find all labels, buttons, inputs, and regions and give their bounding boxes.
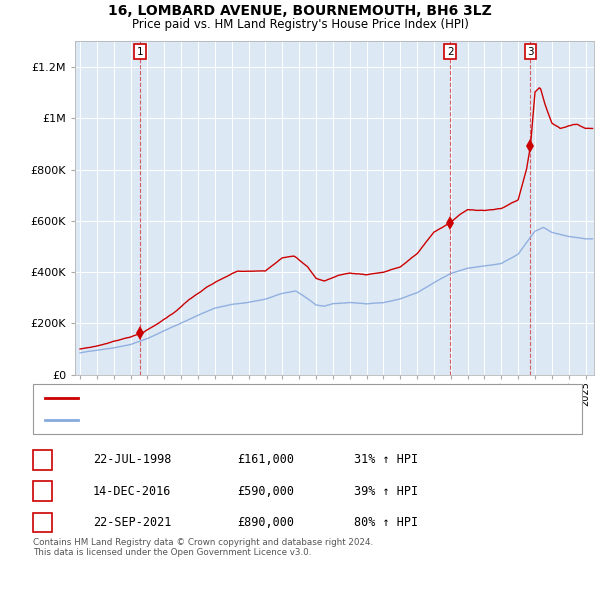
Text: £890,000: £890,000	[237, 516, 294, 529]
Text: 16, LOMBARD AVENUE, BOURNEMOUTH, BH6 3LZ (detached house): 16, LOMBARD AVENUE, BOURNEMOUTH, BH6 3LZ…	[85, 392, 456, 402]
Text: 2: 2	[38, 484, 47, 498]
Text: 39% ↑ HPI: 39% ↑ HPI	[354, 484, 418, 498]
Text: 1: 1	[38, 453, 47, 467]
Text: 22-JUL-1998: 22-JUL-1998	[93, 453, 172, 467]
Text: 14-DEC-2016: 14-DEC-2016	[93, 484, 172, 498]
Text: 31% ↑ HPI: 31% ↑ HPI	[354, 453, 418, 467]
Text: Contains HM Land Registry data © Crown copyright and database right 2024.
This d: Contains HM Land Registry data © Crown c…	[33, 538, 373, 558]
Text: HPI: Average price, detached house, Bournemouth Christchurch and Poole: HPI: Average price, detached house, Bour…	[85, 415, 491, 425]
Text: 3: 3	[38, 516, 47, 529]
Text: Price paid vs. HM Land Registry's House Price Index (HPI): Price paid vs. HM Land Registry's House …	[131, 18, 469, 31]
Text: 2: 2	[447, 47, 454, 57]
Text: 80% ↑ HPI: 80% ↑ HPI	[354, 516, 418, 529]
Text: 1: 1	[137, 47, 143, 57]
Text: £161,000: £161,000	[237, 453, 294, 467]
Text: 16, LOMBARD AVENUE, BOURNEMOUTH, BH6 3LZ: 16, LOMBARD AVENUE, BOURNEMOUTH, BH6 3LZ	[108, 4, 492, 18]
Text: 3: 3	[527, 47, 534, 57]
Text: £590,000: £590,000	[237, 484, 294, 498]
Text: 22-SEP-2021: 22-SEP-2021	[93, 516, 172, 529]
